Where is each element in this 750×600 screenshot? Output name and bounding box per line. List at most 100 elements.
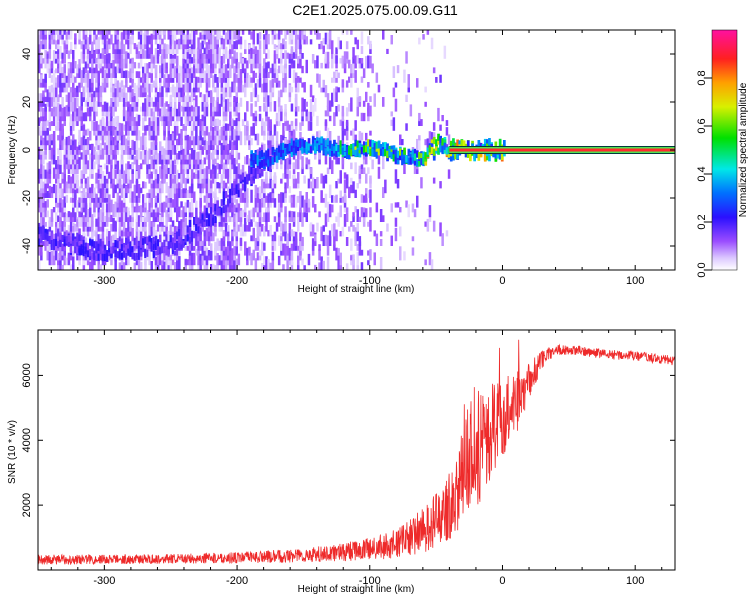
spectrogram-cell <box>220 61 224 69</box>
spectrogram-cell <box>411 149 415 158</box>
spectrogram-cell <box>311 177 315 189</box>
spectrogram-cell <box>97 210 100 218</box>
spectrogram-cell <box>350 130 353 136</box>
spectrogram-cell <box>269 101 272 112</box>
spectrogram-cell <box>432 220 436 232</box>
spectrogram-cell <box>188 239 192 251</box>
spectrogram-cell <box>275 69 279 78</box>
spectrogram-cell <box>103 175 107 189</box>
spectrogram-cell <box>324 213 328 227</box>
spectrogram-cell <box>137 114 141 122</box>
snr-y-tick-label: 6000 <box>21 363 33 387</box>
spectrogram-cell <box>311 224 315 237</box>
colorbar-tick-label: 0.4 <box>696 166 708 181</box>
spectrogram-cell <box>201 102 204 112</box>
spectrogram-cell <box>199 92 202 98</box>
spectrogram-cell <box>328 30 332 40</box>
spectrogram-cell <box>286 120 289 131</box>
spectrogram-cell <box>318 211 321 218</box>
spectrogram-cell <box>210 125 213 131</box>
spectrogram-cell <box>307 253 311 266</box>
spectrogram-cell <box>299 30 302 35</box>
spectrogram-cell <box>122 147 126 155</box>
spectrogram-cell <box>159 30 162 35</box>
spectrogram-cell <box>129 249 132 257</box>
spectrogram-cell <box>401 158 404 166</box>
spectrogram-cell <box>333 77 336 83</box>
spectrogram-cell <box>426 147 430 155</box>
spectrogram-cell <box>105 234 109 246</box>
spectrogram-cell <box>248 246 251 256</box>
spectrogram-cell <box>69 89 73 102</box>
spectrogram-cell <box>44 117 47 126</box>
spectrogram-cell <box>97 124 100 131</box>
spectrogram-cell <box>48 31 52 40</box>
spectrogram-cell <box>203 111 207 126</box>
spectrogram-cell <box>137 130 141 141</box>
spectrogram-cell <box>205 141 209 150</box>
spectrogram-cell <box>322 138 326 146</box>
spectrogram-cell <box>57 94 60 102</box>
spectrogram-cell <box>193 191 196 203</box>
spectrogram-cell <box>154 48 158 54</box>
spectrogram-cell <box>354 55 357 69</box>
spectrogram-cell <box>156 125 160 131</box>
spectrogram-cell <box>97 45 100 54</box>
spectrogram-cell <box>424 152 428 160</box>
spectrogram-cell <box>309 146 313 154</box>
spectrogram-cell <box>218 207 221 216</box>
spectrogram-cell <box>360 194 364 203</box>
spectrogram-cell <box>358 131 362 141</box>
spectrogram-cell <box>337 253 340 261</box>
spectrogram-cell <box>322 235 325 246</box>
spectrogram-cell <box>343 59 347 69</box>
spectrogram-cell <box>275 140 279 155</box>
spectrogram-cell <box>182 148 185 155</box>
spectrogram-cell <box>394 82 398 88</box>
spectrogram-cell <box>150 41 153 54</box>
spectrogram-cell <box>503 140 506 148</box>
spectrogram-cell <box>63 78 66 88</box>
spectrogram-cell <box>443 45 447 59</box>
spectrogram-cell <box>156 207 160 213</box>
spectrogram-cell <box>231 195 234 203</box>
spectrogram-cell <box>316 115 319 126</box>
spectrogram-cell <box>237 62 241 69</box>
spectrogram-cell <box>231 141 234 150</box>
spectrogram-cell <box>371 140 375 148</box>
spectrogram-cell <box>261 66 264 78</box>
spectrogram-cell <box>227 147 230 155</box>
spectrogram-cell <box>382 187 385 198</box>
spectrogram-cell <box>173 86 177 93</box>
spectrogram-cell <box>44 122 47 131</box>
spectrogram-cell <box>235 135 238 146</box>
spectrogram-cell <box>356 209 359 222</box>
spectrogram-cell <box>184 259 187 266</box>
spectrogram-cell <box>218 54 221 69</box>
spectrogram-cell <box>324 140 328 148</box>
spectrogram-cell <box>144 127 147 136</box>
spectrogram-cell <box>269 225 272 237</box>
spectrogram-cell <box>252 70 255 83</box>
spectrogram-cell <box>309 167 313 174</box>
spectrogram-cell <box>182 159 185 170</box>
spectrogram-cell <box>220 181 224 189</box>
spectrogram-cell <box>193 217 196 225</box>
spectrogram-cell <box>120 66 124 78</box>
spectrogram-cell <box>176 153 179 160</box>
spectrogram-cell <box>103 32 107 45</box>
spectrogram-cell <box>218 240 221 246</box>
spectrogram-cell <box>84 192 88 198</box>
spectrogram-cell <box>52 84 56 98</box>
spectrogram-cell <box>377 166 381 179</box>
spectrogram-cell <box>267 258 270 270</box>
spectrogram-cell <box>203 168 207 179</box>
spectrogram-cell <box>63 30 66 35</box>
spectrogram-cell <box>52 96 56 102</box>
spectrogram-cell <box>207 54 211 64</box>
spectrogram-cell <box>263 121 266 131</box>
spectrogram-cell <box>52 77 56 88</box>
spectrogram-cell <box>95 172 98 184</box>
spectrogram-cell <box>212 146 215 160</box>
spectrogram-cell <box>57 51 60 59</box>
